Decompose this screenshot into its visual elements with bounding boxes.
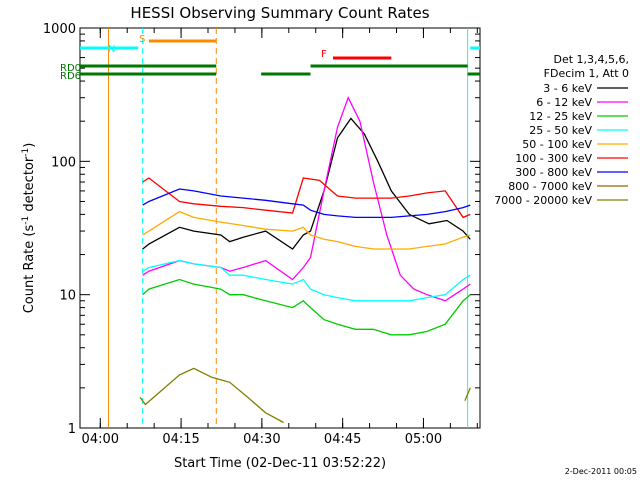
- series-line: [139, 367, 284, 424]
- x-axis: 04:00 04:15 04:30 04:45 05:00: [82, 28, 478, 447]
- legend-label: 50 - 100 keV: [522, 138, 592, 151]
- y-axis: 1 10 100 1000: [43, 22, 480, 437]
- footer-date: 2-Dec-2011 00:05: [565, 467, 637, 476]
- legend-label: 12 - 25 keV: [529, 110, 592, 123]
- x-axis-label: Start Time (02-Dec-11 03:52:22): [174, 456, 386, 471]
- x-tick-label: 04:00: [82, 432, 119, 447]
- x-tick-label: 04:15: [162, 432, 199, 447]
- y-tick-label: 1: [68, 422, 76, 437]
- x-tick-label: 04:45: [324, 432, 361, 447]
- series-line: [142, 188, 471, 219]
- series-line: [142, 177, 471, 219]
- y-label-part-3: ): [22, 143, 37, 148]
- series-line: [142, 210, 471, 250]
- legend-label: 25 - 50 keV: [529, 124, 592, 137]
- legend-label: 3 - 6 keV: [543, 82, 592, 95]
- state-bar-label: S: [139, 34, 145, 45]
- y-tick-label: 100: [51, 155, 76, 170]
- series-line: [142, 278, 471, 336]
- y-label-part-1: Count Rate (s: [22, 225, 37, 314]
- state-bar-label: RD6: [60, 71, 81, 82]
- series-lines: [139, 96, 471, 424]
- y-label-sup-2: -1: [21, 148, 31, 157]
- series-line: [142, 117, 471, 250]
- legend-label: 7000 - 20000 keV: [494, 194, 592, 207]
- legend-header-2: FDecim 1, Att 0: [544, 67, 629, 80]
- x-tick-label: 05:00: [405, 432, 442, 447]
- legend: Det 1,3,4,5,6, FDecim 1, Att 0 3 - 6 keV…: [494, 53, 629, 207]
- x-tick-label: 04:30: [243, 432, 280, 447]
- legend-label: 100 - 300 keV: [515, 152, 592, 165]
- chart-title: HESSI Observing Summary Count Rates: [130, 4, 429, 22]
- plot-frame: [79, 27, 481, 429]
- series-line: [142, 96, 471, 302]
- legend-label: 300 - 800 keV: [515, 166, 592, 179]
- y-tick-label: 1000: [43, 22, 76, 37]
- y-axis-label: Count Rate (s-1 detector-1): [21, 143, 37, 314]
- series-line: [464, 387, 471, 402]
- legend-label: 6 - 12 keV: [536, 96, 592, 109]
- state-bar-label: F: [321, 49, 327, 60]
- legend-header-1: Det 1,3,4,5,6,: [553, 53, 629, 66]
- y-label-part-2: detector: [22, 156, 37, 216]
- series-line: [142, 259, 471, 302]
- y-tick-label: 10: [59, 289, 76, 304]
- y-label-sup-1: -1: [21, 216, 31, 225]
- legend-label: 800 - 7000 keV: [508, 180, 592, 193]
- state-bar-label: N: [108, 44, 115, 55]
- state-bar-label: RD0: [60, 63, 81, 74]
- plot-area: [79, 27, 481, 429]
- vertical-markers: [108, 28, 469, 428]
